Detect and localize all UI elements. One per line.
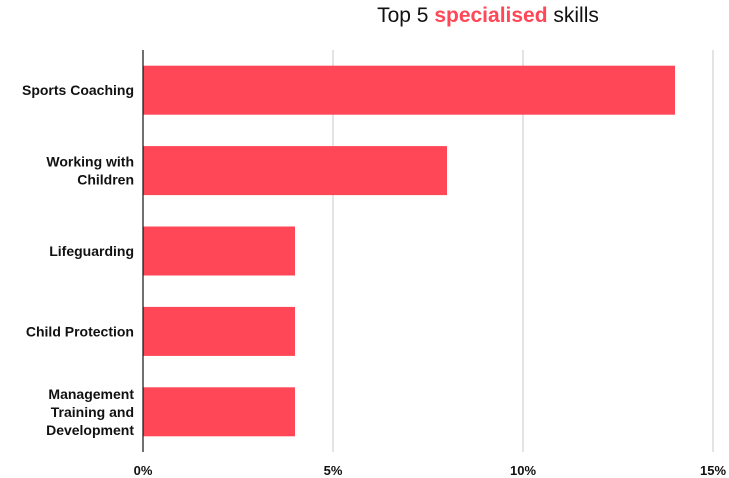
bar [143,306,295,356]
bar [143,226,295,276]
category-label: Working with Children [46,154,134,188]
category-label: Sports Coaching [22,82,134,98]
x-tick-label: 0% [134,463,153,478]
labels: 0% 5% 10% 15% Sports Coaching Working with Chi… [22,82,726,478]
bar [143,65,675,115]
x-tick-label: 15% [700,463,726,478]
x-tick-label: 5% [324,463,343,478]
gridlines [332,50,714,452]
category-label: Lifeguarding [49,243,134,259]
chart-title: Top 5 specialised skills [0,4,729,28]
bar [143,387,295,437]
x-tick-label: 10% [510,463,536,478]
bars [143,65,675,437]
chart-title-suffix: skills [553,4,599,27]
category-label: Child Protection [26,323,134,339]
chart-title-highlight: specialised [434,4,548,27]
bar [143,146,447,196]
category-label: Management Training and Development [46,386,134,438]
chart-title-prefix: Top 5 [377,4,429,27]
